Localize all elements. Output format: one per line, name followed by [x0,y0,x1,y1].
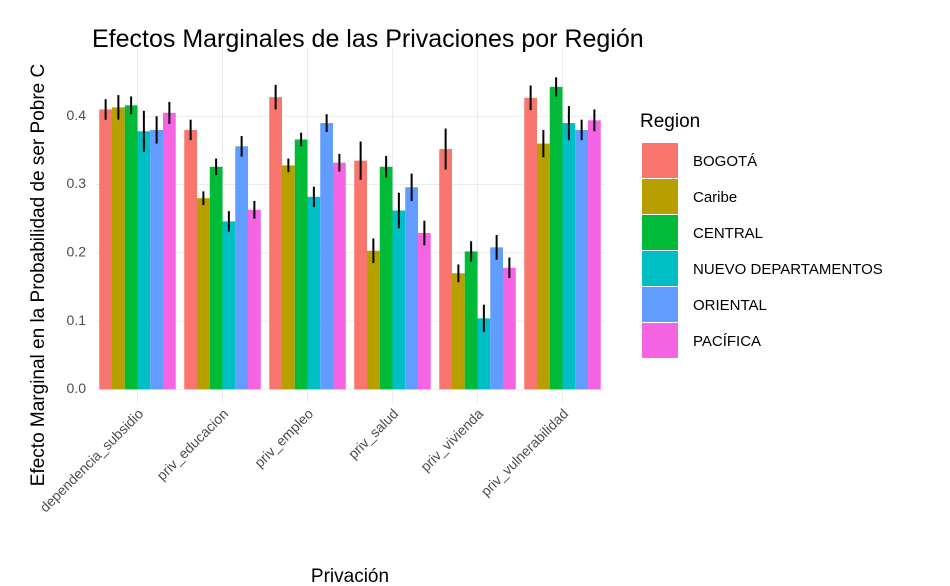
bar [418,233,431,390]
bar [588,120,601,390]
legend-label: Caribe [693,189,737,206]
bar [294,139,308,390]
legend-key [642,143,678,178]
legend-title: Region [640,111,700,132]
legend-label: BOGOTÁ [693,153,757,170]
bar [452,273,465,390]
legend-label: NUEVO DEPARTAMENTOS [693,261,883,278]
bar [333,162,346,390]
bar [307,196,321,390]
bar [464,251,478,390]
x-tick-label: priv_salud [345,405,401,461]
bar [248,209,261,390]
bar [112,107,125,390]
bar [150,129,163,390]
x-tick-label: priv_vivienda [417,405,486,474]
bar [490,247,503,390]
bar [282,165,295,390]
bar [392,210,406,390]
y-tick-label: 0.0 [67,380,87,396]
bar [405,187,418,390]
legend-label: CENTRAL [693,225,763,242]
bar [477,318,491,390]
legend-key [642,323,678,358]
bar [562,123,576,390]
x-tick-label: dependencia_subsidio [36,405,146,515]
bar [524,97,537,390]
legend-label: ORIENTAL [693,297,767,314]
x-tick-label: priv_empleo [251,405,316,470]
bar [137,131,151,390]
y-tick-label: 0.4 [67,107,87,123]
chart-title: Efectos Marginales de las Privaciones po… [92,25,644,53]
bar [99,109,112,390]
y-tick-label: 0.2 [67,244,87,260]
bar [575,129,588,390]
bar [124,105,138,390]
bar [379,166,393,390]
legend-key [642,215,678,250]
legend-key [642,251,678,286]
y-axis-title: Efecto Marginal en la Probabilidad de se… [28,64,49,486]
bar [537,143,550,390]
x-tick-label: priv_vulnerabilidad [477,405,571,499]
y-tick-label: 0.1 [67,312,87,328]
bar [503,267,516,390]
x-axis-title: Privación [311,566,389,586]
bar [197,198,210,390]
legend-key [642,179,678,214]
bar [184,129,197,390]
legend-label: PACÍFICA [693,333,761,350]
y-tick-label: 0.3 [67,175,87,191]
bar [439,149,452,390]
bar [320,123,333,390]
bar [354,160,367,390]
bar [222,221,236,390]
bar [269,97,282,390]
legend-key [642,287,678,322]
bar [209,166,223,390]
bar [235,146,248,390]
bar [367,250,380,390]
x-tick-label: priv_educacion [153,405,231,483]
bar [163,112,176,390]
bar [549,86,563,390]
